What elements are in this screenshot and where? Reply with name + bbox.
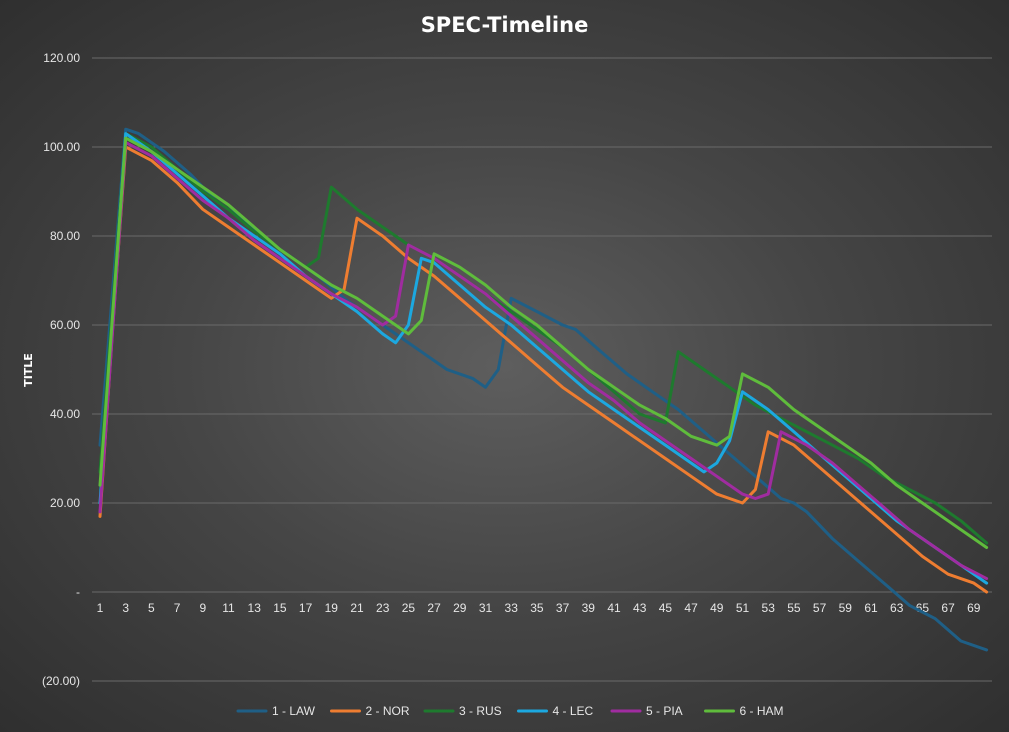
y-tick-label: 120.00 <box>43 51 80 65</box>
x-tick-label: 63 <box>890 601 904 615</box>
x-tick-label: 1 <box>97 601 104 615</box>
chart-title: SPEC-Timeline <box>421 13 589 37</box>
legend-label: 4 - LEC <box>553 704 594 718</box>
x-tick-label: 19 <box>325 601 339 615</box>
series-line-1-law <box>98 127 989 652</box>
x-tick-label: 17 <box>299 601 313 615</box>
x-tick-label: 21 <box>350 601 364 615</box>
y-tick-label: 100.00 <box>43 140 80 154</box>
series-line-4-lec <box>98 132 989 585</box>
legend-label: 5 - PIA <box>646 704 683 718</box>
legend-item: 2 - NOR <box>330 704 410 718</box>
x-tick-label: 67 <box>941 601 955 615</box>
x-tick-label: 55 <box>787 601 801 615</box>
x-tick-label: 7 <box>174 601 181 615</box>
legend-item: 4 - LEC <box>517 704 594 718</box>
legend-item: 3 - RUS <box>423 704 502 718</box>
x-tick-label: 61 <box>864 601 878 615</box>
x-tick-label: 29 <box>453 601 467 615</box>
x-tick-label: 33 <box>505 601 519 615</box>
y-tick-label: 40.00 <box>50 407 80 421</box>
x-axis-ticks: 1 3 5 7 9 11 13 15 17 19 21 23 25 27 29 31 33 35 37 39 41 43 4… <box>97 601 981 615</box>
x-tick-label: 27 <box>427 601 441 615</box>
y-tick-label: - <box>76 585 80 599</box>
series-line-6-ham <box>98 136 989 549</box>
legend-label: 3 - RUS <box>459 704 502 718</box>
x-tick-label: 69 <box>967 601 981 615</box>
x-tick-label: 5 <box>148 601 155 615</box>
legend: 1 - LAW 2 - NOR 3 - RUS 4 - LEC 5 - PIA 6 - H… <box>236 704 784 718</box>
series-line-2-nor <box>98 145 989 594</box>
x-tick-label: 13 <box>248 601 262 615</box>
x-tick-label: 37 <box>556 601 570 615</box>
legend-label: 1 - LAW <box>272 704 316 718</box>
y-axis-label: TITLE <box>22 353 35 387</box>
legend-label: 2 - NOR <box>366 704 410 718</box>
x-tick-label: 31 <box>479 601 493 615</box>
x-tick-label: 51 <box>736 601 750 615</box>
x-tick-label: 15 <box>273 601 287 615</box>
x-tick-label: 47 <box>684 601 698 615</box>
x-tick-label: 43 <box>633 601 647 615</box>
y-axis-ticks: (20.00) - 20.00 40.00 60.00 80.00 100.00 120.00 <box>42 51 80 688</box>
y-tick-label: 80.00 <box>50 229 80 243</box>
x-tick-label: 45 <box>659 601 673 615</box>
x-tick-label: 39 <box>582 601 596 615</box>
y-tick-label: 60.00 <box>50 318 80 332</box>
x-tick-label: 3 <box>122 601 129 615</box>
x-tick-label: 49 <box>710 601 724 615</box>
y-tick-label: 20.00 <box>50 496 80 510</box>
x-tick-label: 25 <box>402 601 416 615</box>
x-tick-label: 23 <box>376 601 390 615</box>
x-tick-label: 57 <box>813 601 827 615</box>
x-tick-label: 53 <box>762 601 776 615</box>
series-line-5-pia <box>98 141 989 581</box>
series-line-3-rus <box>98 132 989 545</box>
legend-item: 6 - HAM <box>704 704 784 718</box>
legend-item: 5 - PIA <box>610 704 683 718</box>
legend-item: 1 - LAW <box>236 704 316 718</box>
x-tick-label: 9 <box>199 601 206 615</box>
x-tick-label: 11 <box>222 601 235 615</box>
y-tick-label: (20.00) <box>42 674 80 688</box>
x-tick-label: 35 <box>530 601 544 615</box>
legend-label: 6 - HAM <box>740 704 784 718</box>
x-tick-label: 59 <box>839 601 853 615</box>
x-tick-label: 41 <box>607 601 621 615</box>
series-lines <box>98 127 989 652</box>
